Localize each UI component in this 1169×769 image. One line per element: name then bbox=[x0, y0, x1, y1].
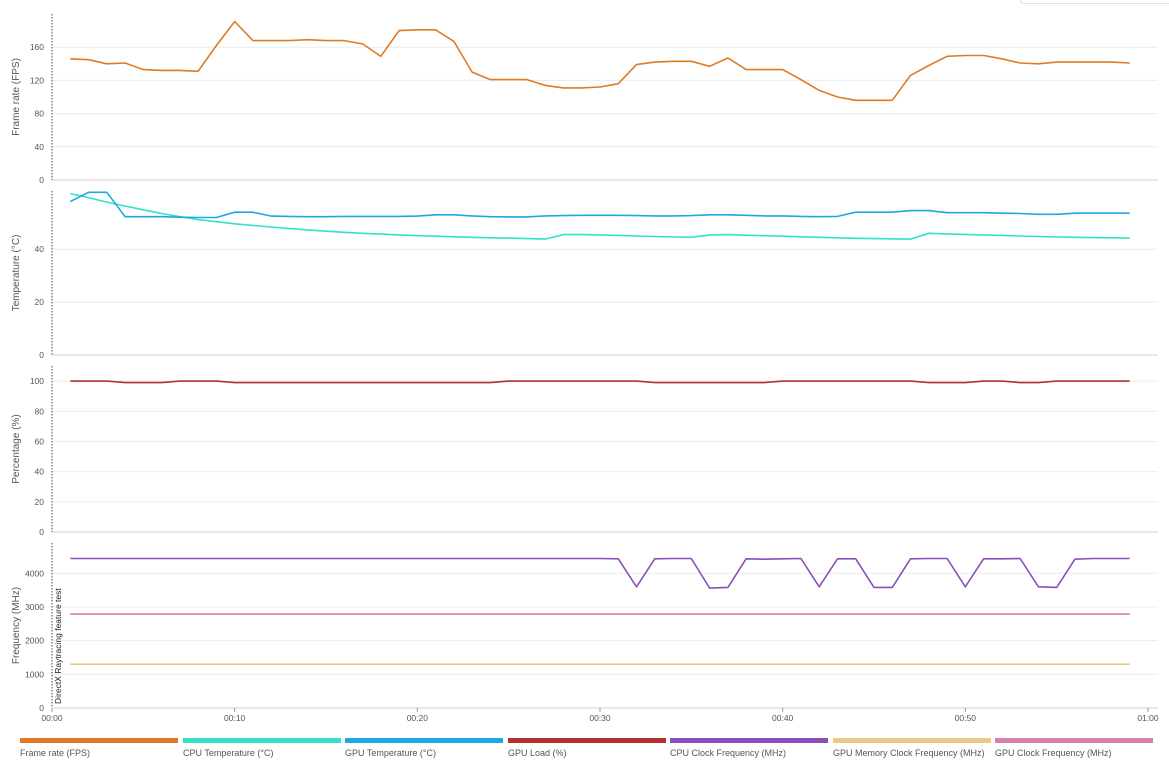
x-tick-label: 00:30 bbox=[589, 713, 611, 723]
legend-label: Frame rate (FPS) bbox=[20, 748, 91, 758]
legend-swatch bbox=[20, 738, 178, 743]
legend-label: GPU Memory Clock Frequency (MHz) bbox=[833, 748, 985, 758]
y-tick-label: 120 bbox=[30, 75, 44, 85]
series-line[interactable] bbox=[70, 192, 1130, 240]
chart-legend: Frame rate (FPS) CPU Temperature (°C) GP… bbox=[20, 738, 1160, 764]
chart-panel: 0 20 40 Temperature (°C) bbox=[11, 191, 1158, 360]
x-tick-label: 00:10 bbox=[224, 713, 246, 723]
x-tick-label: 00:20 bbox=[407, 713, 429, 723]
legend-swatch bbox=[183, 738, 341, 743]
y-tick-label: 0 bbox=[39, 527, 44, 537]
y-tick-label: 0 bbox=[39, 703, 44, 713]
y-tick-label: 0 bbox=[39, 350, 44, 360]
top-right-frame bbox=[1020, 0, 1169, 4]
x-tick-label: 00:00 bbox=[41, 713, 63, 723]
legend-label: CPU Temperature (°C) bbox=[183, 748, 274, 758]
chart-panel: 0 40 80 120 160 Frame rate (FPS) bbox=[11, 14, 1158, 185]
y-tick-label: 0 bbox=[39, 175, 44, 185]
y-tick-label: 100 bbox=[30, 376, 44, 386]
y-axis-title: Percentage (%) bbox=[11, 414, 22, 483]
legend-swatch bbox=[833, 738, 991, 743]
y-tick-label: 40 bbox=[35, 142, 45, 152]
legend-swatch bbox=[995, 738, 1153, 743]
legend-swatch bbox=[670, 738, 828, 743]
y-tick-label: 20 bbox=[35, 497, 45, 507]
y-tick-label: 40 bbox=[35, 467, 45, 477]
y-tick-label: 80 bbox=[35, 406, 45, 416]
y-axis-title: Temperature (°C) bbox=[11, 235, 22, 312]
y-tick-label: 160 bbox=[30, 42, 44, 52]
y-tick-label: 3000 bbox=[25, 602, 44, 612]
legend-label: CPU Clock Frequency (MHz) bbox=[670, 748, 787, 758]
y-tick-label: 80 bbox=[35, 109, 45, 119]
y-tick-label: 4000 bbox=[25, 568, 44, 578]
legend-label: GPU Temperature (°C) bbox=[345, 748, 436, 758]
x-tick-label: 01:00 bbox=[1137, 713, 1159, 723]
y-tick-label: 60 bbox=[35, 436, 45, 446]
y-axis-title: Frequency (MHz) bbox=[11, 587, 22, 664]
y-tick-label: 1000 bbox=[25, 669, 44, 679]
x-tick-label: 00:50 bbox=[955, 713, 977, 723]
legend-label: GPU Clock Frequency (MHz) bbox=[995, 748, 1112, 758]
y-tick-label: 40 bbox=[35, 244, 45, 254]
chart-annotation: DirectX Raytracing feature test bbox=[53, 588, 63, 704]
y-tick-label: 2000 bbox=[25, 636, 44, 646]
series-line[interactable] bbox=[70, 20, 1130, 102]
y-axis-title: Frame rate (FPS) bbox=[11, 58, 22, 136]
series-line[interactable] bbox=[70, 380, 1130, 384]
x-tick-label: 00:40 bbox=[772, 713, 794, 723]
legend-swatch bbox=[345, 738, 503, 743]
legend-label: GPU Load (%) bbox=[508, 748, 567, 758]
series-line[interactable] bbox=[70, 557, 1130, 589]
y-tick-label: 20 bbox=[35, 297, 45, 307]
series-line[interactable] bbox=[69, 191, 1130, 219]
chart-panel: 0 20 40 60 80 100 Percentage (%) bbox=[11, 366, 1158, 537]
legend-swatch bbox=[508, 738, 666, 743]
